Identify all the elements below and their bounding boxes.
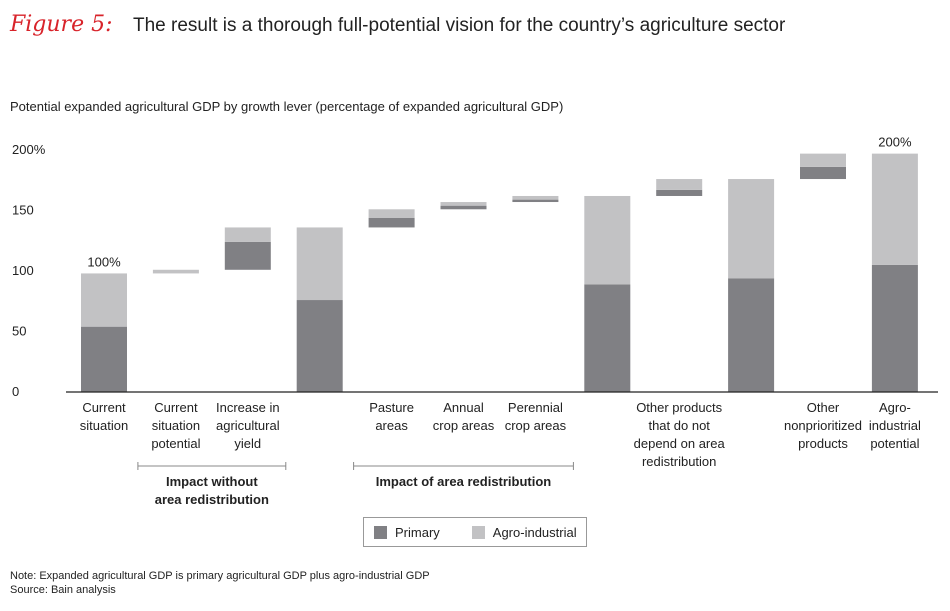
bar-agro-2 bbox=[224, 227, 271, 242]
figure-title: The result is a thorough full-potential … bbox=[133, 15, 786, 36]
bar-primary-11 bbox=[871, 264, 918, 392]
x-category-label-11-0: Agro- bbox=[879, 400, 911, 415]
y-tick-label-1: 50 bbox=[12, 324, 26, 339]
x-category-label-11-2: potential bbox=[870, 436, 919, 451]
footnote-note: Note: Expanded agricultural GDP is prima… bbox=[10, 570, 430, 582]
bar-primary-8 bbox=[656, 189, 703, 196]
x-category-label-8-3: redistribution bbox=[642, 454, 716, 469]
x-category-label-6-0: Perennial bbox=[508, 400, 563, 415]
footnote: Note: Expanded agricultural GDP is prima… bbox=[10, 569, 430, 597]
x-category-label-8-0: Other products bbox=[636, 400, 722, 415]
legend-label-primary: Primary bbox=[395, 524, 440, 540]
x-category-label-2-0: Increase in bbox=[216, 400, 280, 415]
bar-agro-5 bbox=[440, 202, 487, 206]
x-category-label-5-1: crop areas bbox=[433, 418, 495, 433]
bar-agro-10 bbox=[800, 153, 846, 167]
x-category-label-5-0: Annual bbox=[443, 400, 484, 415]
group-label-1-0: Impact of area redistribution bbox=[376, 474, 552, 489]
x-category-label-6-1: crop areas bbox=[505, 418, 567, 433]
bar-primary-9 bbox=[728, 278, 775, 392]
bar-top-label-0: 100% bbox=[87, 254, 121, 269]
bar-primary-3 bbox=[296, 300, 343, 392]
x-category-label-10-0: Other bbox=[807, 400, 840, 415]
legend-swatch-primary bbox=[374, 525, 387, 539]
x-category-label-0-1: situation bbox=[80, 418, 128, 433]
bar-primary-0 bbox=[81, 326, 127, 392]
y-tick-label-4: 200% bbox=[12, 142, 46, 157]
bar-primary-4 bbox=[368, 217, 415, 228]
x-category-label-10-1: nonprioritized bbox=[784, 418, 862, 433]
footnote-source: Source: Bain analysis bbox=[10, 584, 116, 596]
x-category-label-0-0: Current bbox=[82, 400, 126, 415]
figure-label: Figure 5: bbox=[10, 12, 113, 37]
group-label-0-0: Impact without bbox=[166, 474, 258, 489]
x-category-label-4-0: Pasture bbox=[369, 400, 414, 415]
bar-agro-4 bbox=[368, 209, 415, 218]
x-category-label-1-1: situation bbox=[152, 418, 200, 433]
bar-primary-5 bbox=[440, 205, 487, 210]
legend-item-primary: Primary bbox=[374, 525, 440, 540]
x-category-label-2-1: agricultural bbox=[216, 418, 280, 433]
x-category-label-2-2: yield bbox=[234, 436, 261, 451]
bar-agro-11 bbox=[871, 153, 918, 265]
bar-top-label-11: 200% bbox=[878, 135, 912, 150]
y-tick-label-2: 100 bbox=[12, 263, 34, 278]
bar-agro-0 bbox=[81, 273, 127, 327]
bar-primary-6 bbox=[512, 199, 559, 203]
x-category-label-4-1: areas bbox=[375, 418, 408, 433]
bar-agro-7 bbox=[584, 195, 631, 285]
x-category-label-10-2: products bbox=[798, 436, 848, 451]
group-label-0-1: area redistribution bbox=[155, 492, 269, 507]
y-tick-label-3: 150 bbox=[12, 203, 34, 218]
bar-agro-9 bbox=[728, 179, 775, 279]
bar-agro-1 bbox=[152, 269, 199, 274]
x-category-label-1-0: Current bbox=[154, 400, 198, 415]
bar-agro-3 bbox=[296, 227, 343, 301]
chart-subtitle: Potential expanded agricultural GDP by g… bbox=[10, 99, 564, 114]
bar-agro-8 bbox=[656, 179, 703, 190]
x-category-label-8-2: depend on area bbox=[634, 436, 726, 451]
bar-agro-6 bbox=[512, 195, 559, 200]
legend-swatch-agro bbox=[471, 525, 485, 539]
x-category-label-8-1: that do not bbox=[648, 418, 710, 433]
bar-primary-10 bbox=[800, 166, 846, 180]
y-tick-label-0: 0 bbox=[12, 384, 19, 399]
chart-legend: Primary Agro-industrial bbox=[363, 517, 587, 547]
bar-primary-2 bbox=[224, 241, 271, 270]
legend-label-agro: Agro-industrial bbox=[492, 524, 577, 540]
bar-primary-7 bbox=[584, 284, 631, 392]
legend-item-agro: Agro-industrial bbox=[471, 524, 577, 540]
x-category-label-1-2: potential bbox=[151, 436, 200, 451]
x-category-label-11-1: industrial bbox=[869, 418, 921, 433]
